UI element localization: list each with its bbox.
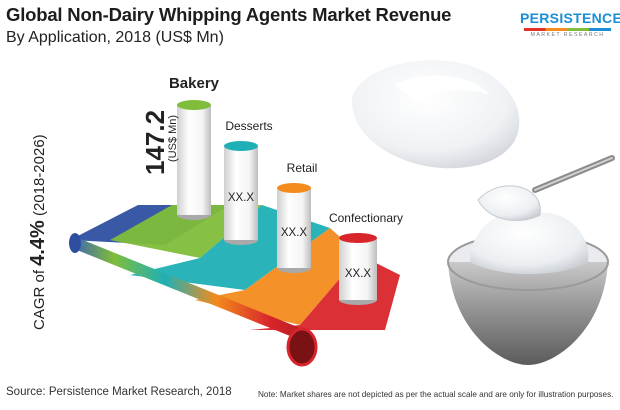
source-note: Source: Persistence Market Research, 201… — [6, 386, 232, 398]
cagr-prefix: CAGR of — [31, 266, 48, 330]
logo-tagline: MARKET RESEARCH — [530, 32, 605, 38]
category-label-desserts: Desserts — [225, 119, 272, 133]
value-label-retail: XX.X — [281, 227, 308, 239]
floor-strip-3 — [195, 228, 360, 325]
chart-title: Global Non-Dairy Whipping Agents Market … — [6, 4, 452, 25]
cagr-period: (2018-2026) — [31, 134, 48, 220]
bar-labels: Bakery Desserts XX.X Retail XX.X Confectionar… — [140, 75, 403, 280]
category-label-retail: Retail — [287, 161, 318, 175]
value-label-confectionary: XX.X — [345, 268, 372, 280]
bar-cap-bakery — [177, 100, 211, 110]
bar-retail — [277, 188, 311, 268]
bar-desserts — [224, 146, 258, 240]
category-label-confectionary: Confectionary — [329, 211, 403, 225]
logo-color-bar — [524, 28, 611, 31]
disclaimer-note: Note: Market shares are not depicted as … — [258, 390, 614, 399]
chart-subtitle: By Application, 2018 (US$ Mn) — [6, 29, 224, 46]
bar-cap-confectionary — [339, 233, 377, 243]
bar-bakery — [177, 105, 211, 215]
logo-name: PERSISTENCE — [520, 10, 620, 26]
bar-cap-desserts — [224, 141, 258, 151]
bar-cap-retail — [277, 183, 311, 193]
brand-logo: PERSISTENCE MARKET RESEARCH — [520, 10, 620, 38]
ribbon-tube-end — [286, 327, 318, 367]
value-label-bakery: 147.2 — [140, 110, 170, 175]
cagr-value: 4.4% — [27, 220, 49, 266]
bar-confectionary — [339, 238, 377, 300]
value-label-desserts: XX.X — [228, 192, 255, 204]
unit-label: (US$ Mn) — [167, 115, 179, 162]
bar-series — [177, 100, 377, 305]
cream-bowl-illustration — [447, 155, 615, 365]
cream-swirl-illustration — [351, 60, 520, 169]
cagr-label: CAGR of 4.4% (2018-2026) — [27, 134, 49, 330]
ribbon-tube — [69, 233, 318, 367]
ribbon-tube-body — [72, 238, 305, 340]
category-label-bakery: Bakery — [169, 75, 220, 92]
ribbon-tube-start — [69, 233, 81, 253]
